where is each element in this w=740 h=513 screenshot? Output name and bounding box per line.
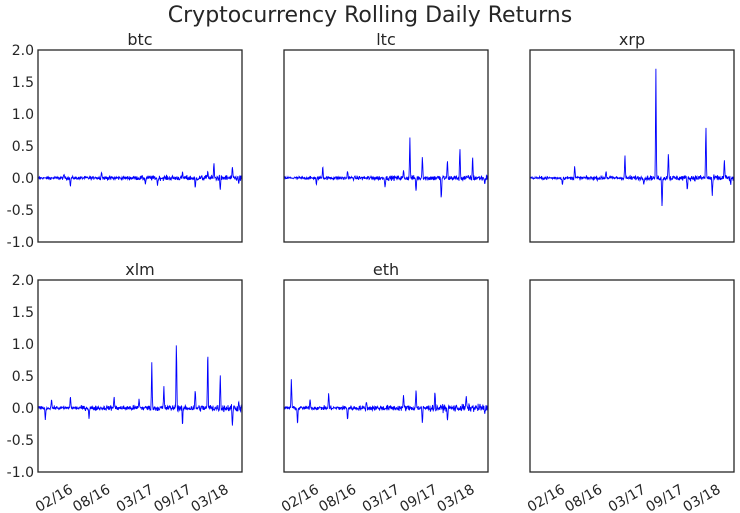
- y-tick-label: 0.5: [12, 369, 34, 385]
- axes-frame: [283, 49, 489, 243]
- panel-xrp: xrp: [529, 30, 735, 243]
- y-tick-label: 1.0: [12, 337, 34, 353]
- y-tick-label: 1.0: [12, 107, 34, 123]
- axes-frame: [529, 279, 735, 473]
- axes-frame: [37, 279, 243, 473]
- y-tick-label: 0.0: [12, 401, 34, 417]
- x-tick-label: 03/17: [360, 482, 403, 513]
- x-tick-label: 02/16: [279, 482, 322, 513]
- y-tick-label: 0.5: [12, 139, 34, 155]
- figure-title: Cryptocurrency Rolling Daily Returns: [168, 3, 572, 28]
- x-tick-label: 03/18: [189, 482, 232, 513]
- y-tick-label: -0.5: [7, 203, 34, 219]
- series-line-eth: [284, 379, 488, 424]
- x-tick-label: 08/16: [70, 482, 113, 513]
- series-line-xrp: [530, 68, 734, 207]
- panel-title: xlm: [125, 260, 155, 279]
- panel-btc: btc 2.0 1.5 1.0 0.5 0.0 -0.5 -1.0: [7, 30, 243, 251]
- axes-frame: [283, 279, 489, 473]
- x-tick-label: 08/16: [316, 482, 359, 513]
- panel-title: eth: [373, 260, 399, 279]
- x-tick-label: 09/17: [643, 482, 686, 513]
- axes-frame: [529, 49, 735, 243]
- x-tick-label: 09/17: [151, 482, 194, 513]
- x-tick-label: 03/18: [435, 482, 478, 513]
- panel-title: btc: [127, 30, 152, 49]
- subplot-grid: btc 2.0 1.5 1.0 0.5 0.0 -0.5 -1.0 ltc xrp xlm 2.0 1.…: [7, 30, 735, 513]
- panel-title: ltc: [376, 30, 396, 49]
- x-tick-label: 03/17: [606, 482, 649, 513]
- x-tick-label: 02/16: [33, 482, 76, 513]
- x-tick-label: 03/17: [114, 482, 157, 513]
- axes-frame: [37, 49, 243, 243]
- x-tick-label: 03/18: [681, 482, 724, 513]
- y-tick-label: -0.5: [7, 433, 34, 449]
- y-tick-label: -1.0: [7, 465, 34, 481]
- panel-ltc: ltc: [283, 30, 489, 243]
- x-tick-label: 08/16: [562, 482, 605, 513]
- y-tick-label: -1.0: [7, 235, 34, 251]
- y-tick-label: 1.5: [12, 305, 34, 321]
- y-tick-label: 0.0: [12, 171, 34, 187]
- x-tick-label: 02/16: [525, 482, 568, 513]
- y-tick-label: 2.0: [12, 43, 34, 59]
- series-line-xlm: [38, 345, 242, 426]
- x-tick-label: 09/17: [397, 482, 440, 513]
- panel-title: xrp: [619, 30, 645, 49]
- y-tick-label: 1.5: [12, 75, 34, 91]
- y-tick-label: 2.0: [12, 273, 34, 289]
- series-line-ltc: [284, 137, 488, 198]
- series-line-btc: [38, 163, 242, 190]
